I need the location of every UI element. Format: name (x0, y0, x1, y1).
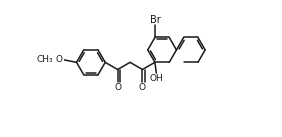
Text: O: O (139, 83, 146, 92)
Text: OH: OH (150, 74, 164, 83)
Text: O: O (114, 83, 121, 92)
Text: Br: Br (149, 15, 160, 25)
Text: CH₃: CH₃ (36, 55, 53, 64)
Text: O: O (56, 55, 63, 64)
